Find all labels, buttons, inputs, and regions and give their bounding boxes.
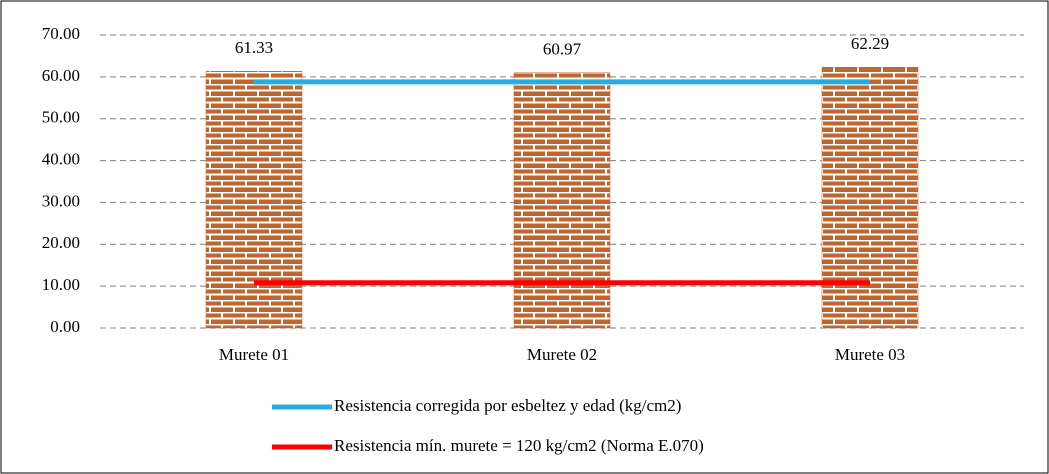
y-tick-label: 50.00 <box>42 108 80 127</box>
value-label: 60.97 <box>543 40 582 59</box>
bar <box>514 73 610 328</box>
value-label: 61.33 <box>235 38 273 57</box>
y-tick-label: 10.00 <box>42 275 80 294</box>
y-tick-label: 70.00 <box>42 24 80 43</box>
y-tick-label: 40.00 <box>42 149 80 168</box>
x-tick-label: Murete 03 <box>835 345 905 364</box>
bar <box>206 71 302 328</box>
x-tick-label: Murete 02 <box>527 345 597 364</box>
x-tick-label: Murete 01 <box>219 345 289 364</box>
y-tick-label: 0.00 <box>50 317 80 336</box>
bar <box>822 67 918 328</box>
chart: 0.00 10.00 20.00 30.00 40.00 50.00 60.00 70.00 M… <box>0 0 1049 474</box>
legend-label: Resistencia mín. murete = 120 kg/cm2 (No… <box>334 436 704 455</box>
legend-label: Resistencia corregida por esbeltez y eda… <box>334 396 681 415</box>
y-tick-label: 60.00 <box>42 66 80 85</box>
y-tick-label: 30.00 <box>42 191 80 210</box>
value-label: 62.29 <box>851 34 889 53</box>
y-tick-label: 20.00 <box>42 233 80 252</box>
